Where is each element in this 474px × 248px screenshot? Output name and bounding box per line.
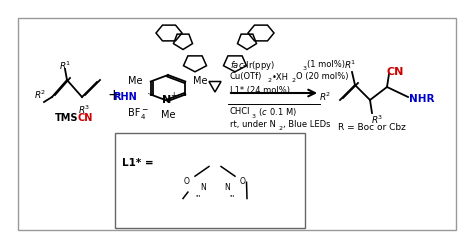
Text: Cu(OTf): Cu(OTf) (230, 72, 263, 82)
Text: CN: CN (78, 113, 93, 123)
Text: (1 mol%): (1 mol%) (307, 61, 345, 69)
Text: $R^{2}$: $R^{2}$ (319, 91, 331, 103)
Text: N: N (224, 183, 230, 191)
Text: O: O (240, 177, 246, 186)
Text: ($\it{c}$ 0.1 M): ($\it{c}$ 0.1 M) (256, 106, 297, 118)
Text: Me: Me (193, 76, 208, 87)
Text: +: + (108, 88, 120, 102)
Text: L1* (24 mol%): L1* (24 mol%) (230, 86, 290, 94)
Text: •XH: •XH (272, 72, 289, 82)
Text: $R^{2}$: $R^{2}$ (34, 89, 46, 101)
Text: CN: CN (386, 67, 404, 77)
Text: NHR: NHR (409, 94, 435, 104)
Text: +: + (170, 92, 176, 100)
Text: TMS: TMS (55, 113, 79, 123)
Text: ·: · (147, 90, 150, 99)
Text: , Blue LEDs: , Blue LEDs (283, 120, 330, 128)
Text: 2: 2 (292, 79, 296, 84)
Text: 3: 3 (303, 66, 307, 71)
Text: L1* =: L1* = (122, 158, 154, 168)
Text: BF: BF (128, 108, 140, 118)
Bar (18, 18, 456, 230)
Text: 2: 2 (268, 79, 272, 84)
Text: O: O (184, 177, 190, 186)
Text: −: − (141, 105, 147, 115)
Bar (115, 133, 305, 228)
Text: 4: 4 (141, 114, 146, 120)
Text: Me: Me (128, 76, 143, 87)
Text: R = Boc or Cbz: R = Boc or Cbz (338, 124, 406, 132)
Text: $R^{3}$: $R^{3}$ (371, 114, 383, 126)
Text: N: N (163, 95, 172, 105)
Text: 3: 3 (252, 114, 256, 119)
Text: RHN: RHN (113, 92, 137, 101)
Text: $\it{fac}$-Ir(ppy): $\it{fac}$-Ir(ppy) (230, 59, 275, 71)
Text: CHCl: CHCl (230, 107, 250, 117)
Text: rt, under N: rt, under N (230, 120, 276, 128)
Text: ''': ''' (229, 194, 235, 200)
Text: $R^{3}$: $R^{3}$ (78, 104, 90, 116)
Text: N: N (200, 183, 206, 191)
Text: $R^{1}$: $R^{1}$ (59, 60, 71, 72)
Text: Me: Me (161, 110, 175, 120)
Text: O (20 mol%): O (20 mol%) (296, 72, 348, 82)
Text: $R^{1}$: $R^{1}$ (344, 59, 356, 71)
Text: 2: 2 (279, 125, 283, 130)
Text: ''': ''' (195, 194, 201, 200)
